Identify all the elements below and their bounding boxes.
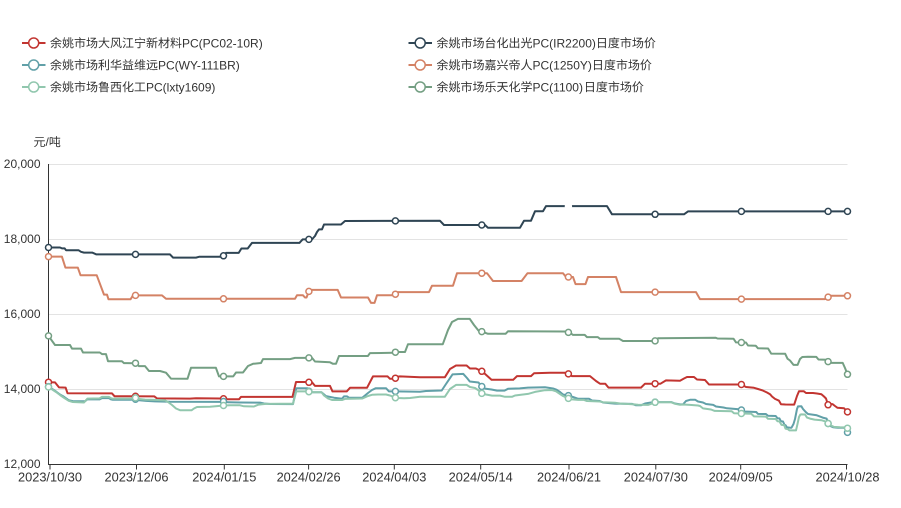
svg-text:2024/01/15: 2024/01/15 — [192, 470, 256, 485]
svg-text:2024/10/28: 2024/10/28 — [815, 470, 879, 485]
svg-text:2024/02/26: 2024/02/26 — [277, 470, 341, 485]
svg-text:2023/12/06: 2023/12/06 — [104, 470, 168, 485]
svg-text:PC(1100): PC(1100) — [533, 80, 583, 94]
svg-text:2023/10/30: 2023/10/30 — [18, 470, 82, 485]
svg-text:2024/06/21: 2024/06/21 — [537, 470, 601, 485]
svg-text:20,000: 20,000 — [4, 157, 41, 171]
svg-text:18,000: 18,000 — [4, 232, 41, 246]
svg-text:16,000: 16,000 — [4, 307, 41, 321]
svg-text:/: / — [46, 135, 50, 149]
svg-text:2024/05/14: 2024/05/14 — [449, 470, 513, 485]
svg-text:PC(IR2200): PC(IR2200) — [533, 36, 596, 50]
svg-text:14,000: 14,000 — [4, 382, 41, 396]
svg-text:PC(lxty1609): PC(lxty1609) — [146, 80, 215, 94]
svg-text:12,000: 12,000 — [4, 457, 41, 471]
svg-text:2024/04/03: 2024/04/03 — [362, 470, 426, 485]
svg-text:PC(1250Y): PC(1250Y) — [533, 58, 592, 72]
svg-text:2024/07/30: 2024/07/30 — [624, 470, 688, 485]
svg-text:PC(PC02-10R): PC(PC02-10R) — [182, 36, 263, 50]
svg-text:2024/09/05: 2024/09/05 — [709, 470, 773, 485]
svg-text:PC(WY-111BR): PC(WY-111BR) — [158, 58, 240, 72]
